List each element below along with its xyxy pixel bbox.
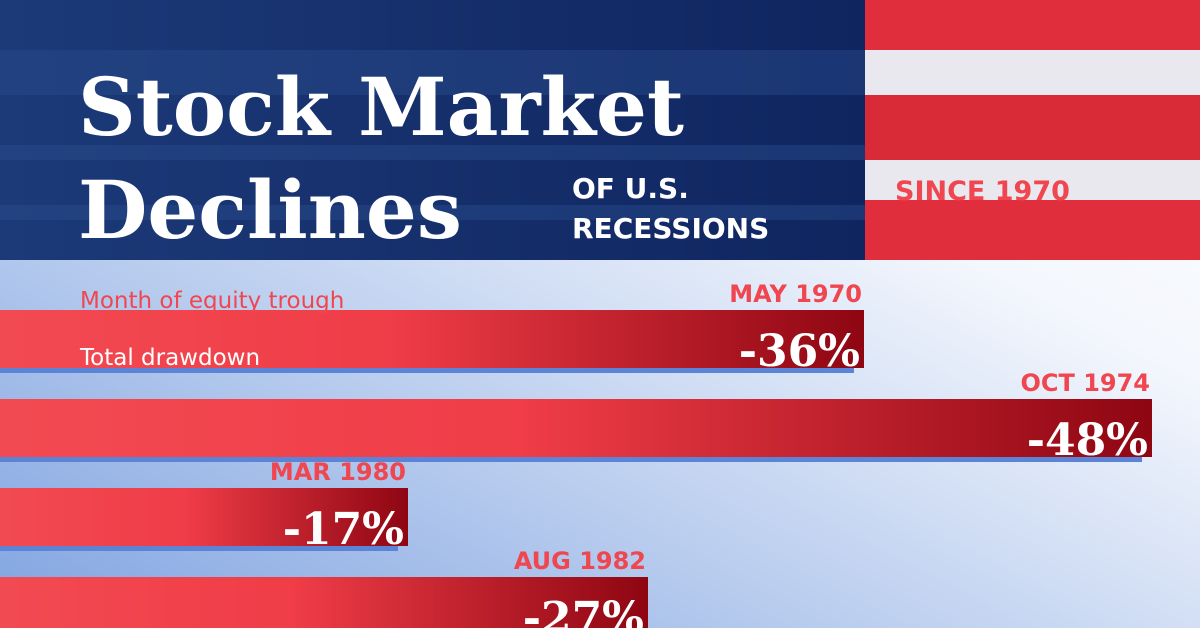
header-panel <box>0 0 865 260</box>
bars: MAY 1970 -36% OCT 1974 -48% MAR 1980 -17% AUG … <box>0 280 1152 628</box>
subtitle-line: OF U.S. <box>572 172 689 205</box>
value-label: -27% <box>523 593 644 628</box>
flag-stripes <box>865 0 1200 260</box>
value-label: -36% <box>739 326 860 377</box>
category-label: OCT 1974 <box>1020 369 1150 397</box>
subtitle-line: RECESSIONS <box>572 212 769 245</box>
bar <box>0 310 864 368</box>
category-label: MAR 1980 <box>270 458 406 486</box>
value-label: -48% <box>1027 415 1148 466</box>
title-line: Stock Market <box>78 60 684 154</box>
title-line: Declines <box>78 163 462 257</box>
legend-drawdown: Total drawdown <box>79 345 260 371</box>
bar-shadow <box>0 366 854 373</box>
value-label: -17% <box>283 504 404 555</box>
bar <box>0 399 1152 457</box>
legend-month: Month of equity trough <box>80 288 344 314</box>
bar-shadow <box>0 544 398 551</box>
category-label: MAY 1970 <box>729 280 862 308</box>
bar <box>0 577 648 628</box>
annotation: SINCE 1970 <box>895 176 1070 207</box>
bar <box>0 488 408 546</box>
bar-shadow <box>0 455 1142 462</box>
header-stripes <box>0 50 865 220</box>
category-label: AUG 1982 <box>514 547 646 575</box>
